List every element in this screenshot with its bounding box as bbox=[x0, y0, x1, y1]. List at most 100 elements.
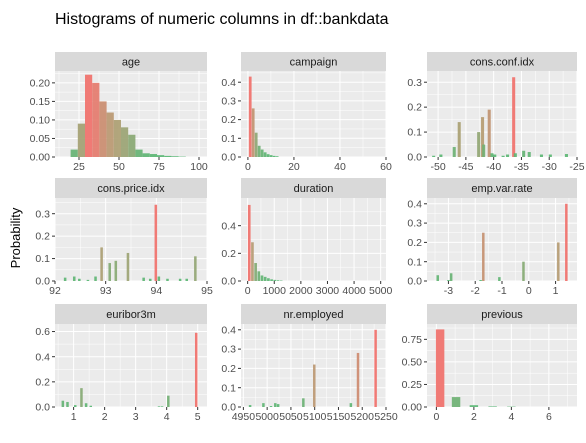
y-tick-label: 0.00 bbox=[402, 402, 423, 414]
panel-background bbox=[427, 324, 577, 407]
histogram-bar bbox=[277, 404, 280, 407]
y-tick-label: 0.0 bbox=[407, 276, 422, 288]
histogram-bar bbox=[171, 156, 178, 157]
histogram-bar bbox=[522, 262, 525, 281]
x-tick-label: -3 bbox=[444, 285, 453, 297]
x-tick-label: 5100 bbox=[303, 411, 327, 423]
x-tick-label: 2 bbox=[102, 411, 108, 423]
facet-strip-label: duration bbox=[294, 183, 334, 195]
histogram-bar bbox=[374, 330, 377, 407]
histogram-bar bbox=[161, 406, 164, 407]
y-tick-label: 0.4 bbox=[221, 77, 236, 89]
histogram-bar bbox=[528, 152, 531, 157]
y-tick-label: 0.3 bbox=[407, 77, 422, 89]
x-tick-label: 0 bbox=[245, 285, 251, 297]
histogram-bar bbox=[313, 365, 316, 407]
facet-previous: previous0.000.250.500.750 2 4 6 bbox=[402, 304, 577, 423]
y-tick-label: 0.15 bbox=[30, 96, 51, 108]
histogram-bar bbox=[453, 147, 456, 157]
facet-nr-employed: nr.employed0.00.10.20.30.44950 5000 5050 51… bbox=[221, 304, 397, 423]
histogram-bar bbox=[80, 388, 83, 407]
y-tick-label: 0.00 bbox=[30, 152, 51, 164]
facet-campaign: campaign0.00.10.20.30.40 20 40 60 bbox=[221, 52, 392, 173]
histogram-bar bbox=[108, 263, 111, 281]
histogram-bar bbox=[439, 155, 442, 157]
x-tick-label: 60 bbox=[380, 161, 392, 173]
histogram-bar bbox=[493, 155, 496, 157]
histogram-bar bbox=[248, 205, 251, 281]
histogram-bar bbox=[90, 406, 93, 407]
histogram-bar bbox=[262, 403, 265, 407]
histogram-bar bbox=[255, 133, 258, 157]
histogram-bar bbox=[540, 155, 543, 157]
y-tick-label: 0.1 bbox=[407, 256, 422, 268]
histogram-bar bbox=[166, 279, 169, 281]
y-tick-label: 0.2 bbox=[221, 114, 236, 126]
x-tick-label: 50 bbox=[113, 161, 125, 173]
x-tick-label: 4000 bbox=[342, 285, 366, 297]
x-tick-label: 5000 bbox=[255, 411, 279, 423]
histogram-bar bbox=[254, 263, 257, 281]
panel-background bbox=[241, 71, 386, 157]
y-tick-label: 0.1 bbox=[221, 133, 236, 145]
histogram-bar bbox=[149, 279, 152, 281]
y-tick-label: 0.0 bbox=[407, 152, 422, 164]
y-tick-label: 0.1 bbox=[35, 253, 50, 265]
histogram-bar bbox=[277, 280, 280, 281]
histogram-bar bbox=[257, 271, 260, 281]
facet-strip-label: nr.employed bbox=[284, 309, 344, 321]
y-tick-label: 0.10 bbox=[30, 115, 51, 127]
facet-age: age 0.00 0.05 0.10 0.15 0.20 25 50 75 100 bbox=[30, 52, 208, 173]
histogram-bar bbox=[179, 279, 182, 281]
x-tick-label: 2000 bbox=[289, 285, 313, 297]
x-tick-label: -45 bbox=[458, 161, 473, 173]
histogram-bar bbox=[258, 146, 261, 157]
histogram-bar bbox=[85, 403, 88, 407]
y-tick-label: 0.3 bbox=[35, 208, 50, 220]
histogram-bar bbox=[158, 406, 161, 407]
histogram-bar bbox=[128, 135, 135, 157]
histogram-bar bbox=[94, 277, 97, 281]
histogram-bar bbox=[557, 242, 560, 281]
histogram-bar bbox=[350, 403, 353, 407]
facet-duration: duration 0.0 0.2 0.4 0 1000 2000 3000 4000 5000 bbox=[221, 178, 392, 297]
histogram-bar bbox=[273, 156, 276, 157]
y-tick-label: 0.6 bbox=[35, 326, 50, 338]
histogram-bar bbox=[66, 402, 69, 407]
histogram-bar bbox=[261, 275, 264, 281]
x-tick-label: 4 bbox=[508, 411, 514, 423]
histogram-bar bbox=[157, 155, 164, 157]
histogram-bar bbox=[549, 155, 552, 157]
histogram-bar bbox=[514, 153, 517, 157]
x-tick-label: 75 bbox=[153, 161, 165, 173]
histogram-bar bbox=[252, 108, 255, 157]
y-tick-label: 0.3 bbox=[407, 218, 422, 230]
x-tick-label: 1 bbox=[553, 285, 559, 297]
facet-euribor3m: euribor3m0.00.20.40.61 2 3 4 5 bbox=[35, 304, 207, 423]
x-tick-label: 3000 bbox=[316, 285, 340, 297]
histogram-bar bbox=[565, 204, 568, 281]
histogram-bar bbox=[522, 151, 525, 157]
histogram-bar bbox=[261, 150, 264, 157]
y-tick-label: 0.0 bbox=[35, 402, 50, 414]
histogram-bar bbox=[498, 277, 501, 281]
x-tick-label: -1 bbox=[497, 285, 506, 297]
histogram-bar bbox=[64, 278, 67, 281]
histogram-bar bbox=[357, 353, 360, 407]
x-tick-label: 95 bbox=[201, 285, 213, 297]
histogram-bar bbox=[85, 75, 92, 157]
y-tick-label: 0.3 bbox=[221, 96, 236, 108]
y-tick-label: 0.2 bbox=[221, 248, 236, 260]
x-tick-label: 2 bbox=[471, 411, 477, 423]
y-tick-label: 0.3 bbox=[221, 344, 236, 356]
x-tick-label: 25 bbox=[73, 161, 85, 173]
x-tick-label: 20 bbox=[288, 161, 300, 173]
panel-background bbox=[427, 71, 577, 157]
histogram-bar bbox=[78, 279, 81, 281]
histogram-bar bbox=[99, 101, 106, 157]
histogram-bar bbox=[264, 152, 267, 157]
histogram-bar bbox=[92, 83, 99, 157]
histogram-bar bbox=[167, 396, 170, 407]
histogram-bar bbox=[477, 132, 480, 157]
histogram-bar bbox=[270, 155, 273, 157]
